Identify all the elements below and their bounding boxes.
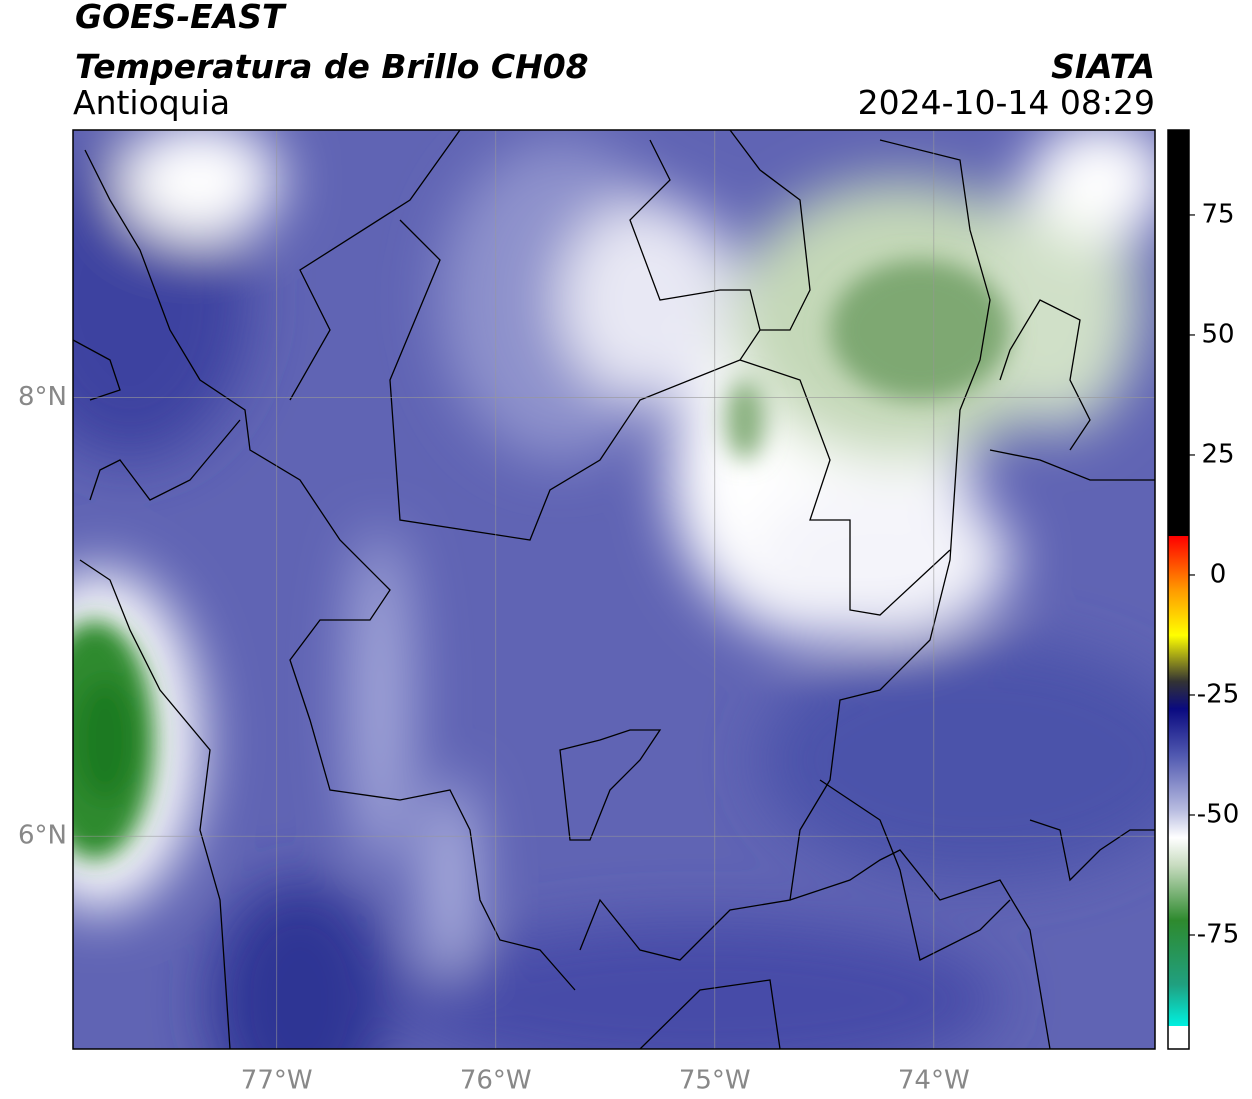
- colorbar-tick-label: 50: [1201, 319, 1234, 349]
- source: SIATA: [1051, 47, 1155, 86]
- x-tick-label: 77°W: [241, 1066, 313, 1096]
- title: GOES-EAST: [75, 0, 287, 36]
- grid: [73, 130, 1155, 1049]
- map-frame: [72, 129, 1156, 1050]
- colorbar-tick-label: -50: [1197, 799, 1239, 829]
- subtitle: Temperatura de Brillo CH08: [75, 47, 589, 86]
- colorbar-tick-label: -25: [1197, 679, 1239, 709]
- satellite-image: [73, 130, 1155, 1049]
- region: Antioquia: [73, 83, 230, 122]
- y-tick-label: 8°N: [18, 382, 67, 412]
- colorbar-tick-label: 75: [1201, 199, 1234, 229]
- datetime: 2024-10-14 08:29: [858, 83, 1155, 122]
- x-tick-label: 74°W: [898, 1066, 970, 1096]
- x-tick-label: 75°W: [679, 1066, 751, 1096]
- x-tick-label: 76°W: [460, 1066, 532, 1096]
- colorbar-tick-label: -75: [1197, 919, 1239, 949]
- colorbar-tick-label: 25: [1201, 439, 1234, 469]
- y-tick-label: 6°N: [18, 821, 67, 851]
- colorbar: [1167, 129, 1190, 1050]
- colorbar-tick-label: 0: [1210, 559, 1227, 589]
